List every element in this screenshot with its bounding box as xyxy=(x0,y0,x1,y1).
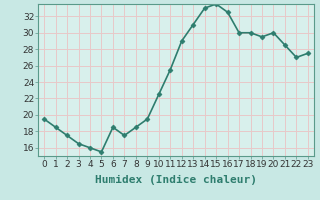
X-axis label: Humidex (Indice chaleur): Humidex (Indice chaleur) xyxy=(95,175,257,185)
